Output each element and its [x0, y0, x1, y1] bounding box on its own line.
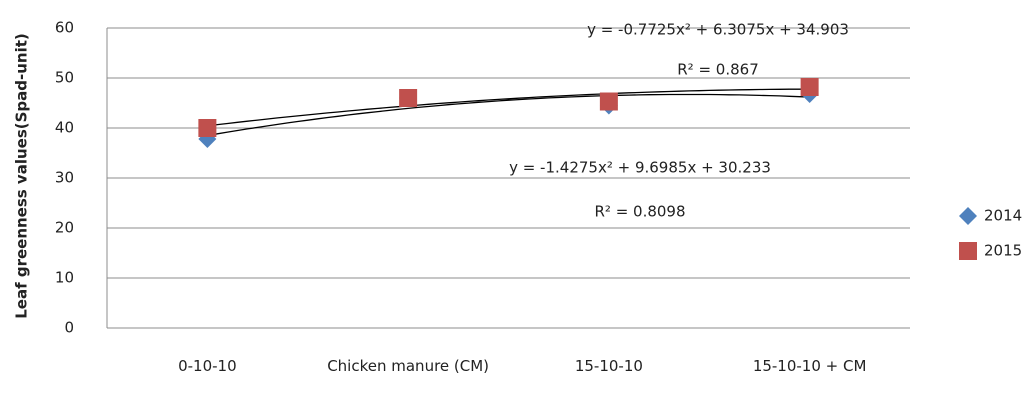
y-tick-label: 50	[55, 69, 74, 87]
marker	[599, 92, 618, 111]
r-squared: R² = 0.8098	[594, 203, 685, 221]
marker	[198, 119, 217, 137]
trendline	[207, 93, 810, 137]
x-tick-label: 15-10-10 + CM	[752, 357, 867, 375]
legend-marker	[959, 207, 977, 225]
trendline-equation: y = -0.7725x² + 6.3075x + 34.903	[587, 21, 849, 39]
r-squared: R² = 0.867	[677, 61, 758, 79]
legend-marker	[959, 242, 977, 260]
x-tick-label: Chicken manure (CM)	[327, 357, 490, 375]
y-tick-label: 10	[55, 269, 74, 287]
y-tick-label: 60	[55, 19, 74, 37]
trendline	[207, 88, 810, 127]
marker	[399, 89, 418, 107]
y-axis-label: Leaf greenness values(Spad-unit)	[13, 33, 31, 319]
x-tick-label: 0-10-10	[178, 357, 237, 375]
legend-label: 2015	[984, 242, 1022, 260]
y-tick-label: 20	[55, 219, 74, 237]
legend-label: 2014	[984, 207, 1022, 225]
trendline-equation: y = -1.4275x² + 9.6985x + 30.233	[509, 159, 771, 177]
marker	[800, 78, 819, 96]
x-tick-label: 15-10-10	[574, 357, 643, 375]
y-tick-label: 30	[55, 169, 74, 187]
y-tick-label: 40	[55, 119, 74, 137]
y-tick-label: 0	[64, 319, 74, 337]
